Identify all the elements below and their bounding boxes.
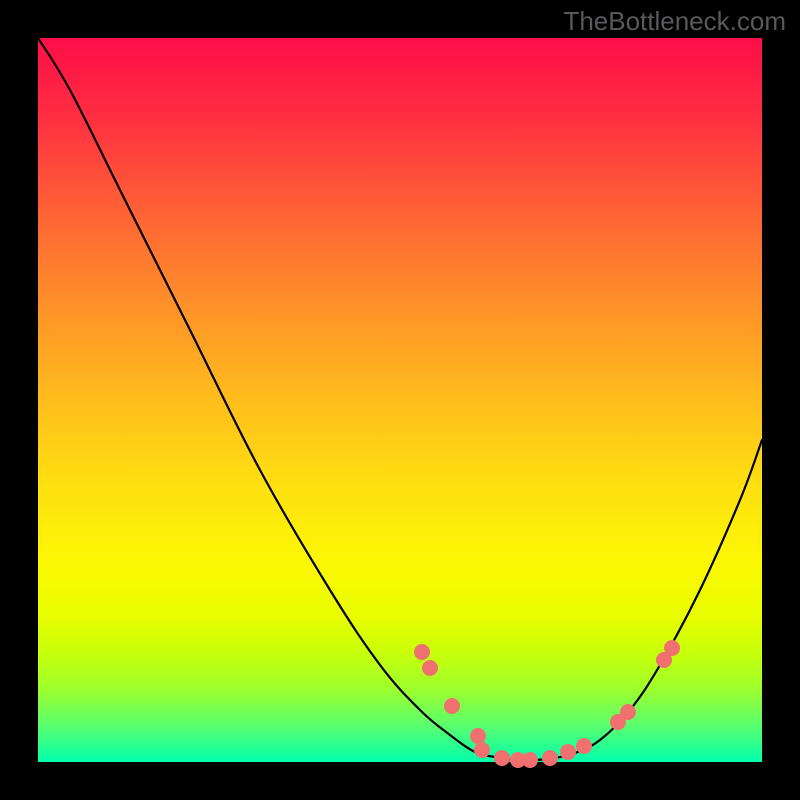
chart-container: TheBottleneck.com bbox=[0, 0, 800, 800]
bottleneck-gradient-area bbox=[38, 38, 762, 762]
watermark-text: TheBottleneck.com bbox=[563, 6, 786, 37]
